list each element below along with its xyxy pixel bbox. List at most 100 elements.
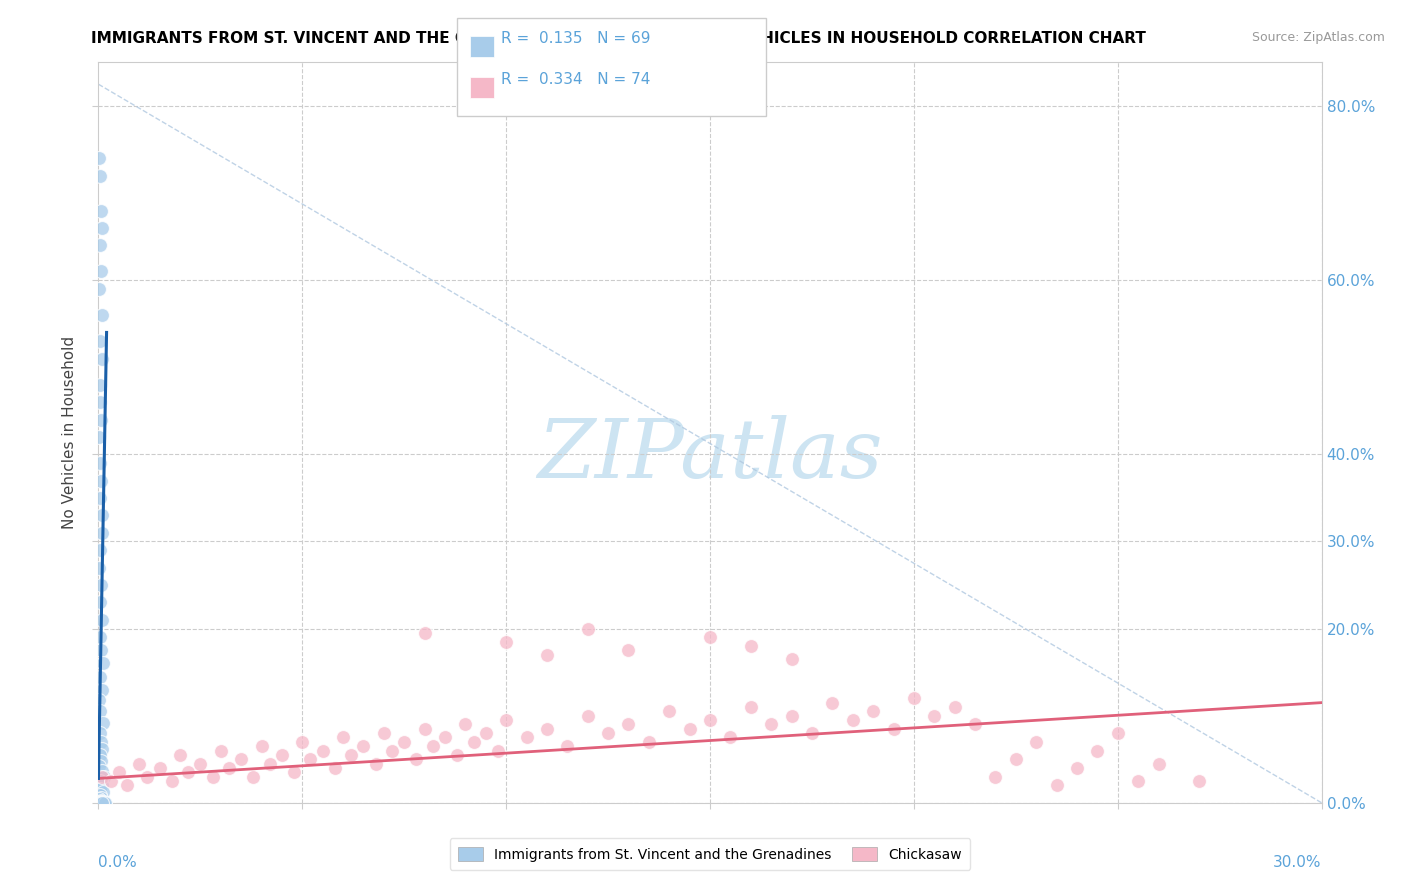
Point	[291, 735, 314, 749]
Point	[149, 761, 172, 775]
Point	[422, 739, 444, 754]
Point	[89, 169, 111, 183]
Point	[89, 792, 111, 806]
Point	[373, 726, 395, 740]
Point	[89, 282, 111, 296]
Point	[89, 693, 111, 707]
Point	[90, 508, 112, 523]
Point	[201, 770, 224, 784]
Text: IMMIGRANTS FROM ST. VINCENT AND THE GRENADINES VS CHICKASAW NO VEHICLES IN HOUSE: IMMIGRANTS FROM ST. VINCENT AND THE GREN…	[91, 31, 1146, 46]
Point	[352, 739, 374, 754]
Point	[87, 796, 110, 810]
Point	[89, 595, 111, 609]
Point	[89, 630, 111, 644]
Point	[1128, 774, 1150, 789]
Point	[89, 796, 111, 810]
Point	[699, 713, 721, 727]
Point	[242, 770, 264, 784]
Point	[821, 696, 844, 710]
Point	[90, 264, 112, 278]
Text: 0.0%: 0.0%	[98, 855, 138, 870]
Point	[413, 722, 436, 736]
Point	[89, 747, 111, 762]
Point	[91, 613, 114, 627]
Point	[90, 412, 112, 426]
Point	[91, 525, 114, 540]
Point	[89, 377, 111, 392]
Point	[862, 704, 884, 718]
Point	[160, 774, 183, 789]
Point	[463, 735, 485, 749]
Point	[89, 796, 111, 810]
Point	[91, 741, 114, 756]
Point	[780, 708, 803, 723]
Point	[474, 726, 498, 740]
Point	[91, 796, 114, 810]
Point	[89, 759, 111, 773]
Point	[87, 795, 110, 809]
Point	[332, 731, 354, 745]
Point	[89, 795, 111, 809]
Point	[381, 743, 404, 757]
Y-axis label: No Vehicles in Household: No Vehicles in Household	[62, 336, 77, 529]
Point	[536, 722, 558, 736]
Point	[446, 747, 468, 762]
Point	[312, 743, 335, 757]
Point	[136, 770, 159, 784]
Point	[283, 765, 305, 780]
Point	[392, 735, 416, 749]
Point	[89, 726, 111, 740]
Point	[89, 238, 111, 252]
Point	[434, 731, 457, 745]
Point	[89, 456, 111, 470]
Point	[89, 788, 111, 802]
Point	[91, 221, 114, 235]
Point	[801, 726, 824, 740]
Point	[90, 735, 112, 749]
Point	[90, 474, 112, 488]
Point	[516, 731, 538, 745]
Point	[323, 761, 346, 775]
Point	[90, 794, 112, 808]
Point	[699, 630, 721, 644]
Point	[91, 796, 114, 810]
Point	[679, 722, 702, 736]
Legend: Immigrants from St. Vincent and the Grenadines, Chickasaw: Immigrants from St. Vincent and the Gren…	[450, 838, 970, 870]
Point	[91, 796, 114, 810]
Text: R =  0.135   N = 69: R = 0.135 N = 69	[501, 31, 650, 46]
Point	[108, 765, 131, 780]
Point	[90, 308, 112, 322]
Point	[89, 395, 111, 409]
Point	[1085, 743, 1108, 757]
Point	[218, 761, 240, 775]
Point	[91, 715, 114, 730]
Point	[259, 756, 281, 771]
Point	[903, 691, 925, 706]
Point	[91, 770, 114, 784]
Point	[90, 778, 112, 792]
Point	[1147, 756, 1170, 771]
Point	[340, 747, 363, 762]
Text: 30.0%: 30.0%	[1274, 855, 1322, 870]
Point	[1107, 726, 1129, 740]
Point	[598, 726, 620, 740]
Point	[250, 739, 273, 754]
Point	[761, 717, 783, 731]
Point	[495, 713, 517, 727]
Point	[89, 796, 111, 810]
Point	[454, 717, 477, 731]
Point	[93, 796, 115, 810]
Point	[91, 795, 114, 809]
Point	[100, 774, 122, 789]
Text: ZIPatlas: ZIPatlas	[537, 415, 883, 495]
Point	[89, 774, 111, 789]
Point	[90, 796, 112, 810]
Point	[90, 643, 112, 657]
Point	[91, 764, 114, 779]
Point	[115, 778, 138, 792]
Point	[413, 626, 436, 640]
Point	[576, 708, 599, 723]
Point	[90, 578, 112, 592]
Point	[91, 796, 114, 810]
Point	[780, 652, 803, 666]
